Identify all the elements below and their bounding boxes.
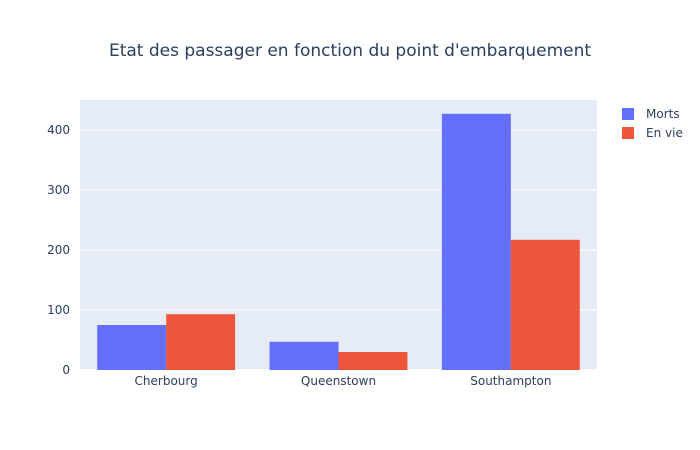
legend-label: Morts <box>646 107 680 121</box>
legend-item-morts[interactable]: Morts <box>622 107 680 121</box>
y-tick-label: 100 <box>47 303 70 317</box>
legend[interactable]: Morts En vie <box>622 107 683 140</box>
y-tick-label: 0 <box>62 363 70 377</box>
x-axis: Cherbourg Queenstown Southampton <box>135 374 552 388</box>
y-axis: 0 100 200 300 400 <box>47 123 70 377</box>
bar-morts-cherbourg[interactable] <box>97 325 167 370</box>
bar-en-vie-queenstown[interactable] <box>338 352 408 370</box>
x-tick-label: Southampton <box>470 374 551 388</box>
bar-morts-queenstown[interactable] <box>269 341 339 370</box>
chart-title: Etat des passager en fonction du point d… <box>109 41 591 61</box>
bar-morts-southampton[interactable] <box>441 113 511 371</box>
bars <box>97 113 580 371</box>
x-tick-label: Cherbourg <box>135 374 198 388</box>
legend-label: En vie <box>646 126 683 140</box>
legend-swatch <box>622 108 634 120</box>
bar-en-vie-southampton[interactable] <box>510 239 580 370</box>
y-tick-label: 200 <box>47 243 70 257</box>
y-tick-label: 300 <box>47 183 70 197</box>
bar-en-vie-cherbourg[interactable] <box>166 314 236 370</box>
x-tick-label: Queenstown <box>301 374 376 388</box>
legend-swatch <box>622 127 634 139</box>
y-tick-label: 400 <box>47 123 70 137</box>
legend-item-en-vie[interactable]: En vie <box>622 126 683 140</box>
